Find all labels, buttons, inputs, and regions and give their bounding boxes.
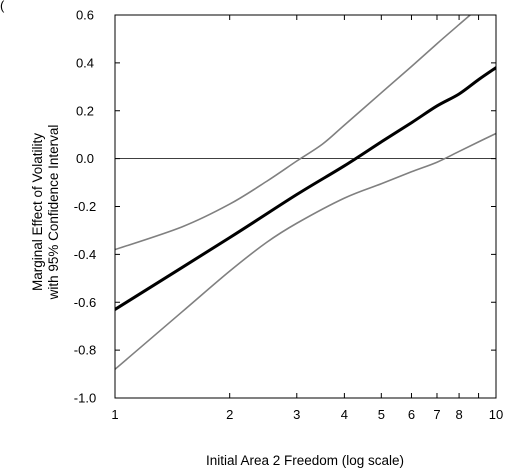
x-tick-label: 10 xyxy=(489,407,503,422)
x-tick-label: 3 xyxy=(293,407,300,422)
y-tick-label: -0.4 xyxy=(74,247,96,262)
x-axis-ticks: 1 2 3 4 5 6 7 8 10 xyxy=(111,15,503,422)
y-tick-label: -1.0 xyxy=(74,391,96,406)
x-tick-label: 2 xyxy=(226,407,233,422)
y-tick-label: 0.2 xyxy=(76,103,94,118)
x-tick-label: 4 xyxy=(341,407,348,422)
y-tick-label: -0.6 xyxy=(74,295,96,310)
x-tick-label: 5 xyxy=(378,407,385,422)
x-tick-label: 6 xyxy=(408,407,415,422)
y-tick-label: 0.4 xyxy=(76,55,94,70)
estimate-line xyxy=(115,66,496,311)
y-tick-label: -0.2 xyxy=(74,199,96,214)
x-tick-label: 8 xyxy=(455,407,462,422)
x-axis-label: Initial Area 2 Freedom (log scale) xyxy=(206,453,404,468)
y-axis-label-line-1: Marginal Effect of Volatility xyxy=(30,133,45,291)
y-tick-label: -0.8 xyxy=(74,343,96,358)
y-axis-ticks: 0.6 0.4 0.2 0.0 -0.2 -0.4 -0.6 -0.8 -1.0 xyxy=(74,8,496,406)
y-axis-label-line-2: with 95% Confidence Interval xyxy=(46,125,61,301)
upper-ci-line xyxy=(115,15,472,251)
plot-area xyxy=(115,15,496,371)
y-tick-label: 0.0 xyxy=(76,151,94,166)
lower-ci-line xyxy=(115,132,496,371)
cropped-top-text: ( xyxy=(0,0,5,13)
y-tick-label: 0.6 xyxy=(76,8,94,23)
plot-content xyxy=(115,15,496,371)
x-tick-label: 7 xyxy=(433,407,440,422)
plot-frame xyxy=(114,14,497,399)
x-tick-label: 1 xyxy=(111,407,118,422)
